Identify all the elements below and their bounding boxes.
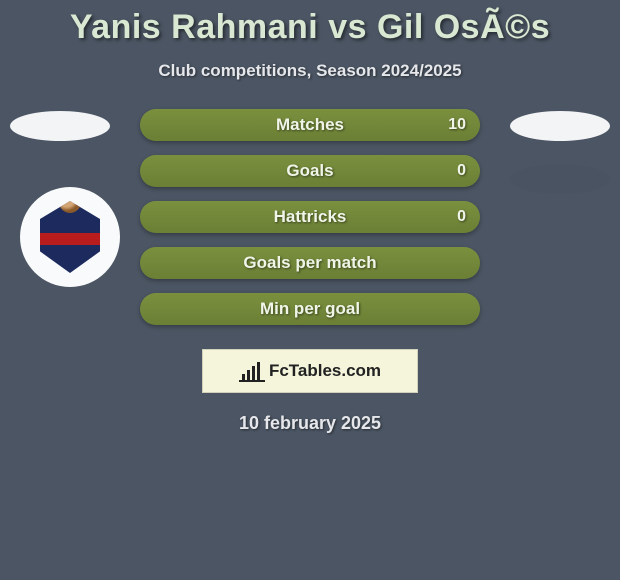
stat-label: Hattricks	[274, 207, 347, 227]
chart-icon	[239, 360, 265, 382]
stat-row-goals-per-match: Goals per match	[140, 247, 480, 279]
stats-list: Matches 10 Goals 0 Hattricks 0 Goals per…	[140, 109, 480, 325]
stat-value: 0	[457, 162, 466, 180]
brand-logo: FcTables.com	[202, 349, 418, 393]
stat-label: Matches	[276, 115, 344, 135]
stat-label: Min per goal	[260, 299, 360, 319]
date-label: 10 february 2025	[0, 413, 620, 434]
stat-value: 10	[448, 116, 466, 134]
stat-value: 0	[457, 208, 466, 226]
stat-label: Goals per match	[243, 253, 376, 273]
comparison-panel: Matches 10 Goals 0 Hattricks 0 Goals per…	[0, 109, 620, 434]
subtitle: Club competitions, Season 2024/2025	[0, 61, 620, 81]
brand-text: FcTables.com	[269, 361, 381, 381]
page-title: Yanis Rahmani vs Gil OsÃ©s	[0, 0, 620, 47]
stat-row-matches: Matches 10	[140, 109, 480, 141]
stat-row-hattricks: Hattricks 0	[140, 201, 480, 233]
player-right-badge-2	[510, 164, 610, 194]
club-badge	[20, 187, 120, 287]
stat-row-min-per-goal: Min per goal	[140, 293, 480, 325]
player-right-badge	[510, 111, 610, 141]
club-shield-icon	[40, 201, 100, 273]
stat-row-goals: Goals 0	[140, 155, 480, 187]
player-left-badge	[10, 111, 110, 141]
stat-label: Goals	[286, 161, 333, 181]
